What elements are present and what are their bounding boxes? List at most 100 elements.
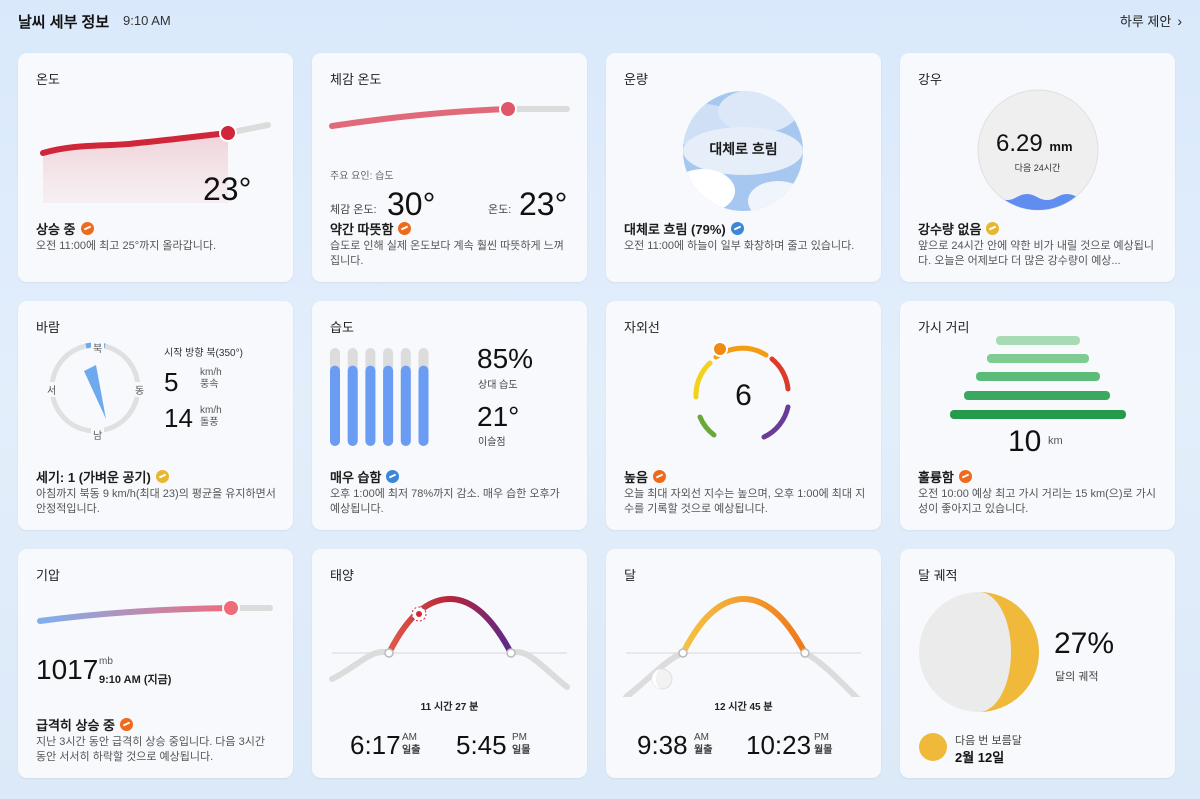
warm-icon <box>398 222 412 235</box>
wind-direction-label: 시작 방향 북(350°) <box>164 348 243 359</box>
feels-like-status: 약간 따뜻함 <box>330 219 412 238</box>
card-title: 태양 <box>330 568 354 583</box>
feels-like-desc: 습도로 인해 실제 온도보다 계속 훨씬 따뜻하게 느껴집니다. <box>330 240 564 267</box>
status-label: 높음 <box>624 470 648 485</box>
cloud-desc: 오전 11:00에 하늘이 일부 화창하며 줄고 있습니다. <box>624 240 855 252</box>
visibility-bars <box>950 336 1126 419</box>
wind-direction-arrow <box>84 365 106 419</box>
pressure-card[interactable]: 기압 1017 mb 9:10 AM (지금) 급격히 상승 중 지난 3시간 … <box>18 549 293 778</box>
card-title: 달 <box>624 568 636 583</box>
humidity-bar-fill <box>365 365 376 446</box>
wind-desc: 아침까지 북동 9 km/h(최대 23)의 평균을 유지하면서 안정적입니다. <box>36 488 276 515</box>
temperature-card[interactable]: 온도 23° 상승 중 오전 11:00에 최고 25°까지 올라갑니다. <box>18 53 293 282</box>
precip-card[interactable]: 강우 6.29 mm 다음 24시간 강수량 없음 앞으로 24시간 안에 약한… <box>900 53 1175 282</box>
next-full-moon-label: 다음 번 보름달 <box>955 735 1022 747</box>
cloud-center-label: 대체로 흐림 <box>709 141 778 157</box>
compass-w: 서 <box>47 382 57 397</box>
uv-card[interactable]: 자외선 6 높음 오늘 최대 자외선 지수는 높으며, 오후 1:00에 최대 … <box>606 301 881 530</box>
card-title: 체감 온도 <box>330 72 382 87</box>
uv-marker <box>712 341 728 357</box>
steady-icon <box>155 470 169 483</box>
humidity-bar-fill <box>347 365 358 446</box>
temperature-chart <box>40 122 271 203</box>
rising-icon <box>652 470 666 483</box>
compass-s: 남 <box>91 427 105 442</box>
page-title: 날씨 세부 정보 <box>18 14 110 31</box>
feels-value: 30° <box>387 186 436 222</box>
uv-value: 6 <box>735 379 752 412</box>
temperature-value: 23° <box>203 171 252 207</box>
moon-phase-card[interactable]: 달 궤적 27% 달의 궤적 다음 번 보름달 2월 12일 <box>900 549 1175 778</box>
moon-card[interactable]: 달 12 시간 45 분 9:38 AM 월출 10:23 PM 월몰 <box>606 549 881 778</box>
moon-duration: 12 시간 45 분 <box>714 702 773 713</box>
moon-arc <box>623 595 861 697</box>
chevron-right-icon: › <box>1177 13 1182 29</box>
falling-icon <box>386 470 400 483</box>
humidity-bar-fill <box>400 365 411 446</box>
status-label: 세기: 1 (가벼운 공기) <box>36 470 151 485</box>
visibility-card[interactable]: 가시 거리 10 km 훌륭함 오전 10:00 예상 최고 가시 거리는 15… <box>900 301 1175 530</box>
suggest-label: 하루 제안 <box>1119 14 1172 29</box>
feels-like-gauge <box>329 100 570 129</box>
rising-icon <box>80 222 94 235</box>
humidity-desc: 오후 1:00에 최저 78%까지 감소. 매우 습한 오후가 예상됩니다. <box>330 488 560 515</box>
day-suggestion-link[interactable]: 하루 제안 › <box>1120 11 1182 30</box>
pressure-value: 1017 <box>36 654 99 685</box>
feels-like-marker <box>499 100 517 118</box>
card-title: 운량 <box>624 72 648 87</box>
pressure-status: 급격히 상승 중 <box>36 715 133 734</box>
humidity-bar-fill <box>383 365 394 446</box>
moon-phase-value: 27% <box>1054 627 1115 660</box>
full-moon-icon <box>919 733 947 761</box>
uv-gauge <box>693 341 791 440</box>
cloud-card[interactable]: 운량 대체로 흐림 대체로 흐림 (79%) 오전 11:00에 하늘이 일부 … <box>606 53 881 282</box>
wind-gust: 14 <box>164 403 193 433</box>
temp-value: 23° <box>519 186 568 222</box>
visibility-value: 10 <box>1008 425 1042 458</box>
feels-label: 체감 온도: <box>330 204 377 216</box>
pressure-marker <box>222 599 240 617</box>
moon-phase-icon <box>919 592 1039 712</box>
rising-icon <box>958 470 972 483</box>
card-title: 강우 <box>918 72 942 87</box>
sun-card[interactable]: 태양 11 시간 27 분 6:17 AM 일출 5:45 PM 일몰 <box>312 549 587 778</box>
main-factor: 주요 요인: 습도 <box>330 171 394 182</box>
temperature-status: 상승 중 <box>36 219 94 238</box>
card-title: 기압 <box>36 568 60 583</box>
pressure-gauge <box>37 599 273 624</box>
rain-gauge-icon <box>977 89 1099 211</box>
falling-icon <box>730 222 744 235</box>
cloud-status: 대체로 흐림 (79%) <box>624 219 744 238</box>
moonset-time: 10:23 <box>746 730 812 760</box>
dew-point-value: 21° <box>477 401 520 432</box>
card-title: 습도 <box>330 320 354 335</box>
wind-compass <box>49 342 141 434</box>
card-title: 달 궤적 <box>918 568 958 583</box>
humidity-label: 상대 습도 <box>478 380 518 391</box>
sunset-label: PM 일몰 <box>512 732 531 756</box>
wind-card[interactable]: 바람 북 남 동 서 시작 방향 북(350°) 5 km/h 풍속 14 km/… <box>18 301 293 530</box>
card-title: 바람 <box>36 320 60 335</box>
daylight-duration: 11 시간 27 분 <box>420 702 479 713</box>
visibility-unit: km <box>1048 435 1063 447</box>
sunrise-label: AM 일출 <box>402 732 421 756</box>
temp-label: 온도: <box>488 204 512 216</box>
status-label: 매우 습함 <box>330 470 382 485</box>
rising-icon <box>119 718 133 731</box>
pressure-unit: mb <box>99 656 113 667</box>
pressure-desc: 지난 3시간 동안 급격히 상승 중입니다. 다음 3시간 동안 서서히 하락할… <box>36 736 265 763</box>
precip-status: 강수량 없음 <box>918 219 1000 238</box>
wind-gust-unit: km/h 돌풍 <box>200 405 222 428</box>
humidity-card[interactable]: 습도 85% 상대 습도 21° 이슬점 매우 습함 오후 1:00에 최저 7… <box>312 301 587 530</box>
precip-value: 6.29 mm <box>996 130 1073 157</box>
feels-like-card[interactable]: 체감 온도 주요 요인: 습도 체감 온도: 30° 온도: 23° 약간 따뜻… <box>312 53 587 282</box>
cloud-cover-icon <box>683 91 803 211</box>
wind-status: 세기: 1 (가벼운 공기) <box>36 467 169 486</box>
current-temp-marker <box>219 124 237 142</box>
temperature-desc: 오전 11:00에 최고 25°까지 올라갑니다. <box>36 240 217 252</box>
steady-icon <box>986 222 1000 235</box>
compass-e: 동 <box>135 382 145 397</box>
dew-point-label: 이슬점 <box>478 437 506 448</box>
card-title: 온도 <box>36 72 60 87</box>
uv-status: 높음 <box>624 467 666 486</box>
